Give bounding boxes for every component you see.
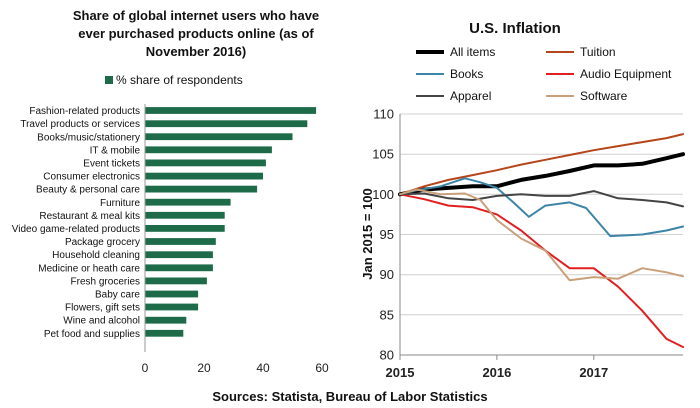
line-x-tick-label: 2017 [579,365,608,380]
legend-label: Tuition [580,45,616,59]
bar [145,146,272,154]
bar-category-label: Restaurant & meal kits [39,211,140,222]
bar-chart: Share of global internet users who have … [12,8,329,375]
series-line-tuition [399,133,684,196]
bar-chart-title-line-3: November 2016) [146,44,246,59]
line-y-ticks: 80 85 90 95 100 105 110 [372,107,394,363]
bar [145,172,263,180]
legend-label: Apparel [450,89,491,103]
bar-category-label: Fresh groceries [71,276,140,287]
bar [145,329,184,337]
bar-category-label: Medicine or heath care [38,263,140,274]
legend-label: Books [450,67,483,81]
bar [145,185,258,193]
series-line-all-items [398,152,685,197]
bar-category-label: Beauty & personal care [36,185,140,196]
bar-category-label: Video game-related products [12,224,140,235]
bar [145,303,199,311]
bar-category-label: Household cleaning [52,250,140,261]
bar [145,225,225,232]
series-line-software [399,188,684,282]
bar-category-label: Flowers, gift sets [65,303,140,314]
bar [145,277,207,285]
bar [145,290,199,298]
bar-marks [145,107,317,337]
bar-legend-label: % share of respondents [116,73,243,87]
bar [145,264,213,272]
bar-x-tick-label: 20 [197,361,211,375]
bar-chart-title-line-2: ever purchased products online (as of [78,26,314,41]
legend-label: Audio Equipment [580,67,672,81]
line-x-tick-label: 2016 [482,365,511,380]
line-y-tick-label: 80 [380,348,394,363]
line-y-tick-label: 90 [380,267,394,282]
bar [145,251,213,259]
bar-category-labels: Fashion-related products Travel products … [12,106,141,340]
series-line-audio-equipment [399,193,684,348]
bar-category-label: Baby care [95,289,140,300]
line-y-tick-label: 95 [380,227,394,242]
bar [145,238,216,245]
bar [145,133,293,141]
line-y-tick-label: 85 [380,307,394,322]
line-chart-title: U.S. Inflation [469,20,561,37]
line-legend: All items Tuition Books Audio Equipment Appa… [416,45,672,103]
bar-category-label: Pet food and supplies [44,329,140,340]
line-y-tick-label: 105 [372,147,394,162]
line-x-ticks: 2015 2016 2017 [386,355,608,380]
bar [145,316,187,324]
bar-category-label: Event tickets [83,158,140,169]
bar-category-label: Travel products or services [20,119,140,130]
line-chart: U.S. Inflation All items Tuition Books Audi… [360,20,685,380]
series-line-books [399,177,684,238]
bar-x-ticks: 0 20 40 60 [142,361,329,375]
bar-category-label: Furniture [100,198,140,209]
line-y-tick-label: 110 [373,107,394,122]
bar-chart-title-line-1: Share of global internet users who have [73,8,319,23]
bar [145,159,266,167]
bar-x-tick-label: 0 [142,361,149,375]
bar [145,211,225,219]
bar [145,120,308,128]
bar-category-label: Consumer electronics [43,172,140,183]
series-line-apparel [399,190,684,208]
bar-category-label: Wine and alcohol [63,316,140,327]
bar-category-label: Books/music/stationery [37,132,140,143]
bar-category-label: IT & mobile [90,145,141,156]
legend-label: Software [580,89,628,103]
bar-x-tick-label: 60 [315,361,329,375]
bar [145,198,231,206]
line-y-tick-label: 100 [372,187,394,202]
source-footer: Sources: Statista, Bureau of Labor Stati… [212,389,487,404]
bar-category-label: Fashion-related products [29,106,140,117]
bar-legend-swatch [105,76,113,84]
bar-x-tick-label: 40 [256,361,270,375]
bar-category-label: Package grocery [65,237,140,248]
legend-label: All items [450,45,495,59]
line-series [398,133,685,348]
line-x-tick-label: 2015 [386,365,415,380]
line-y-axis-label: Jan 2015 = 100 [360,188,375,279]
bar [145,107,317,114]
